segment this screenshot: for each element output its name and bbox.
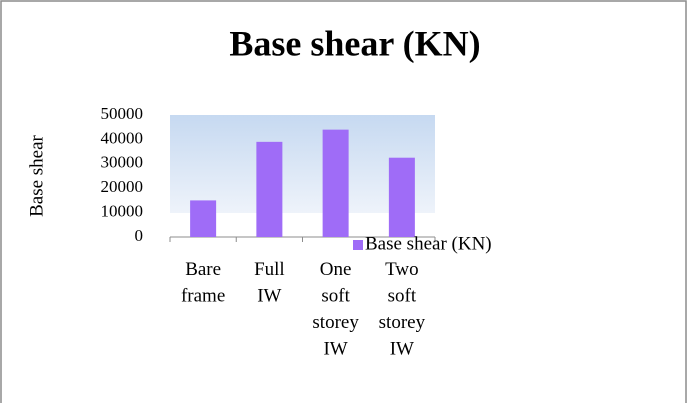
bar [190, 200, 217, 237]
x-tick-label-line: IW [257, 286, 281, 307]
x-tick-label-line: Bare [185, 259, 221, 280]
x-tick-label-line: frame [181, 286, 225, 307]
x-tick-label-line: Full [254, 259, 285, 280]
x-tick-label-line: IW [323, 339, 347, 360]
bar [256, 141, 283, 237]
x-tick-label-line: storey [312, 312, 359, 333]
y-tick-label: 10000 [101, 202, 144, 221]
x-tick-label: Bare frame [181, 259, 225, 307]
y-tick-label: 20000 [101, 177, 144, 196]
bar [322, 129, 349, 237]
chart-title: Base shear (KN) [229, 23, 480, 63]
x-tick-label: Two soft storey IW [379, 259, 426, 360]
y-tick-label: 50000 [101, 104, 144, 123]
x-tick-label-line: One [320, 259, 352, 280]
y-tick-label: 40000 [101, 128, 144, 147]
x-tick-label-line: IW [390, 339, 414, 360]
legend-label: Base shear (KN) [365, 233, 492, 254]
x-tick-label-line: soft [388, 286, 417, 307]
y-tick-label: 30000 [101, 153, 144, 172]
x-tick-label-line: Two [385, 259, 419, 280]
x-tick-label-line: soft [321, 286, 350, 307]
x-tick-label: One soft storey IW [312, 259, 359, 360]
y-axis-label: Base shear [26, 134, 47, 216]
bar [388, 157, 415, 237]
legend-swatch [353, 240, 363, 250]
x-tick-label-line: storey [379, 312, 426, 333]
y-tick-label: 0 [135, 226, 144, 245]
x-tick-label: Full IW [254, 259, 285, 307]
